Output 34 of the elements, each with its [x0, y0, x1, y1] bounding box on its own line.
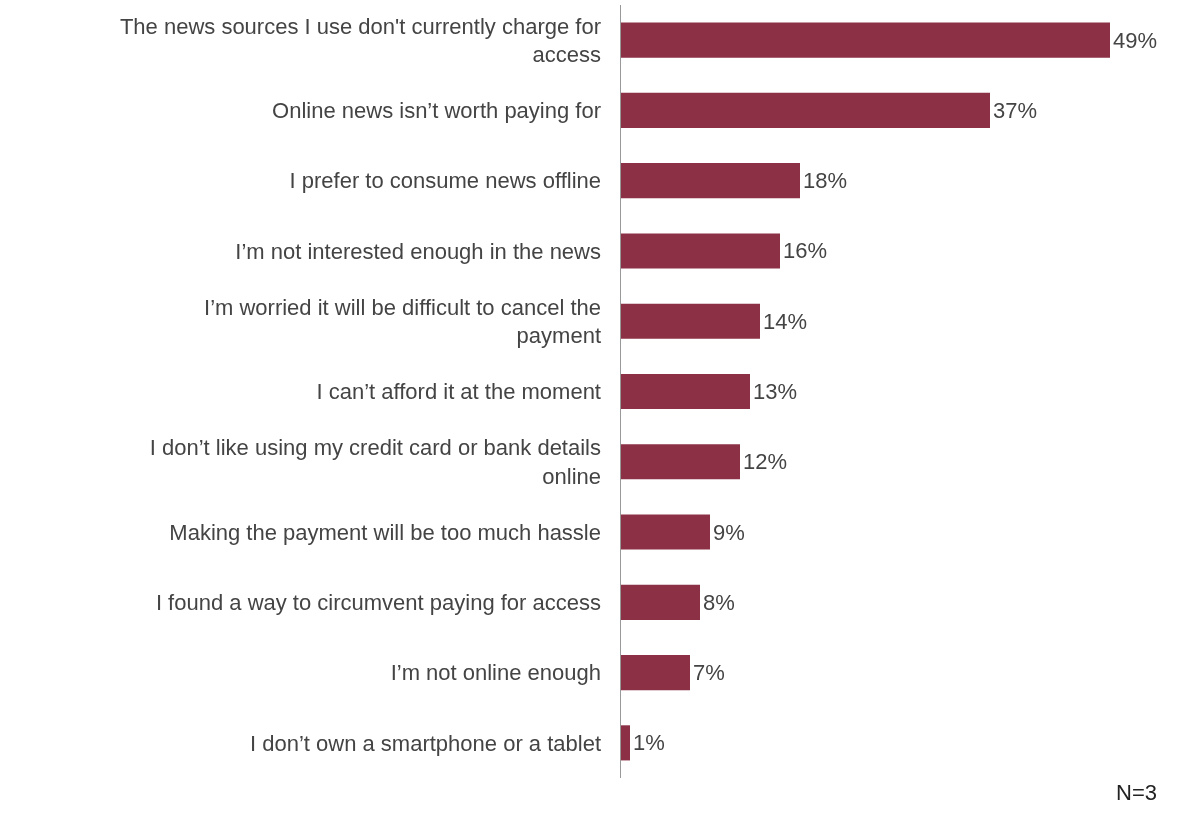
data-label: 13% [753, 379, 798, 404]
bar [620, 725, 630, 761]
bar [620, 22, 1110, 58]
y-tick-label: I don’t like using my credit card or bank details online [149, 435, 601, 489]
data-label: 7% [693, 660, 725, 686]
data-label: 1% [633, 730, 665, 756]
y-tick-label: I’m not interested enough in the news [235, 238, 601, 264]
data-label: 9% [713, 519, 745, 545]
y-tick-label: Making the payment will be too much hassle [169, 519, 601, 545]
y-tick-label: Online news isn’t worth paying for [272, 98, 601, 124]
data-label: 14% [763, 308, 808, 334]
y-tick-label: I found a way to circumvent paying for access [155, 590, 601, 616]
bar [620, 92, 990, 128]
bar [620, 584, 700, 620]
y-tick-label: I prefer to consume news offline [289, 168, 601, 194]
bar [620, 163, 800, 199]
data-label: 49% [1113, 27, 1158, 53]
y-tick-label: I’m worried it will be difficult to cancel the payment [204, 294, 601, 349]
text: N=3 [1116, 780, 1157, 805]
bar [620, 514, 710, 550]
y-tick-label: I’m not online enough [390, 660, 601, 686]
y-tick-label: I don’t own a smartphone or a tablet [250, 730, 601, 756]
bar [620, 444, 740, 480]
data-label: 8% [703, 589, 735, 615]
bar [620, 303, 760, 339]
data-label: 16% [783, 238, 828, 264]
data-label: 12% [743, 449, 788, 475]
data-label: 18% [803, 168, 848, 194]
bar [620, 655, 690, 691]
bar [620, 373, 750, 410]
bar [620, 233, 780, 269]
y-tick-label: I can’t afford it at the moment [316, 379, 601, 405]
data-label: 37% [993, 97, 1038, 123]
y-tick-label: The news sources I use don't currently charge for access [119, 13, 601, 68]
